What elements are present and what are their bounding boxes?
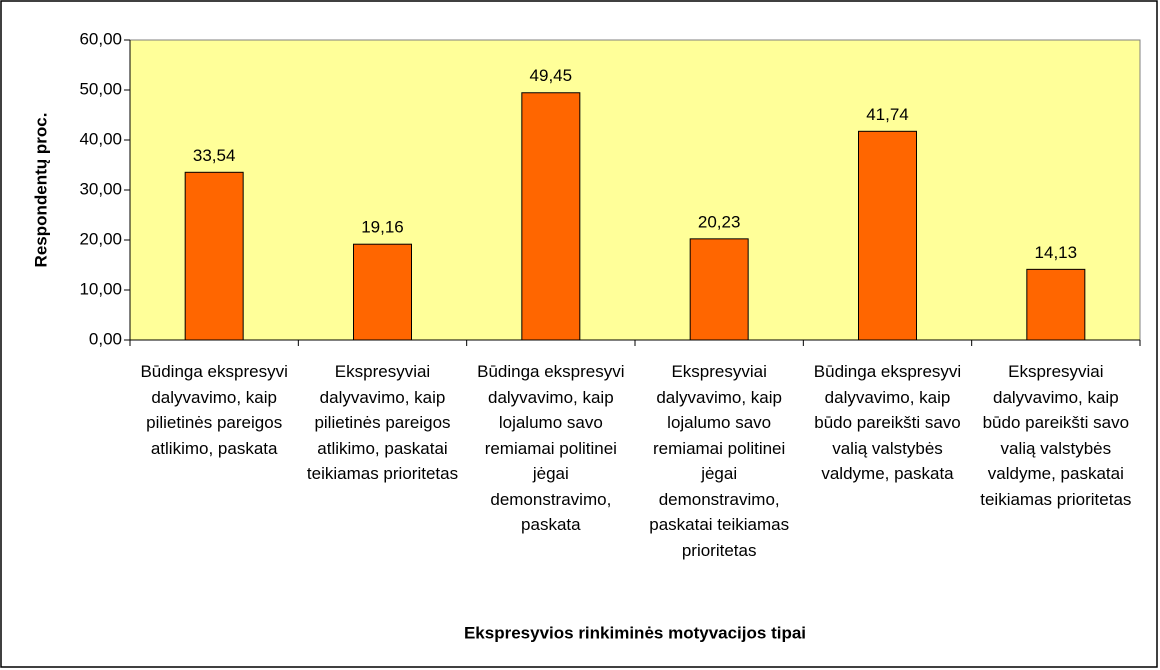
x-tick-label: Būdinga ekspresyvi dalyvavimo, kaip būdo… — [813, 362, 962, 483]
y-tick-label: 10,00 — [79, 279, 122, 298]
bar — [1026, 268, 1086, 341]
x-tick-label: Ekspresyviai dalyvavimo, kaip būdo parei… — [980, 362, 1132, 509]
y-tick-label: 20,00 — [79, 229, 122, 248]
x-axis-title: Ekspresyvios rinkiminės motyvacijos tipa… — [464, 623, 806, 642]
y-tick-label: 40,00 — [79, 129, 122, 148]
bar — [353, 243, 412, 341]
bar — [521, 92, 581, 341]
bar — [689, 238, 749, 341]
data-label: 19,16 — [361, 218, 404, 237]
plot-area — [129, 39, 1141, 341]
data-label: 14,13 — [1035, 243, 1078, 262]
y-axis-title: Respondentų proc. — [31, 113, 50, 268]
x-tick-label: Ekspresyviai dalyvavimo, kaip lojalumo s… — [649, 362, 790, 560]
y-tick-label: 50,00 — [79, 79, 122, 98]
data-label: 49,45 — [530, 66, 573, 85]
y-tick-label: 60,00 — [79, 29, 122, 48]
data-label: 20,23 — [698, 212, 741, 231]
y-tick-label: 0,00 — [89, 329, 122, 348]
data-label: 41,74 — [866, 105, 909, 124]
y-tick-label: 30,00 — [79, 179, 122, 198]
data-label: 33,54 — [193, 146, 236, 165]
x-tick-label: Būdinga ekspresyvi dalyvavimo, kaip pili… — [140, 362, 288, 458]
x-tick-label: Būdinga ekspresyvi dalyvavimo, kaip loja… — [477, 362, 625, 534]
bar — [858, 130, 917, 341]
bar — [184, 171, 244, 341]
x-tick-label: Ekspresyviai dalyvavimo, kaip pilietinės… — [306, 362, 459, 483]
